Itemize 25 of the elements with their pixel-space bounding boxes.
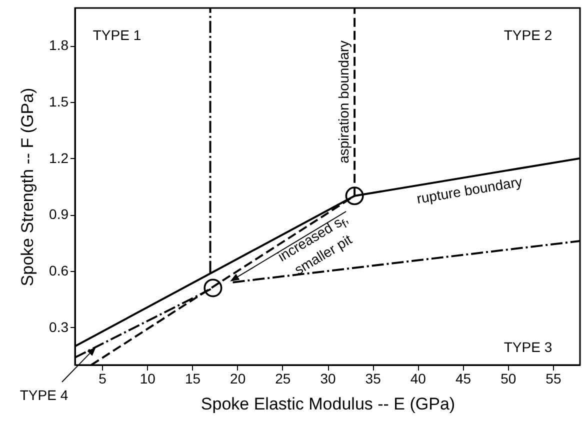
text: TYPE 4 [20,386,68,404]
y-tick-label: 1.2 [49,150,69,166]
x-tick-label: 30 [320,370,336,386]
annotation: TYPE 1 [92,26,142,44]
x-tick-label: 20 [230,370,246,386]
x-tick-label: 45 [455,370,472,386]
y-tick-label: 0.3 [49,318,69,335]
text: aspiration boundary [336,40,352,164]
x-tick-label: 35 [365,370,382,386]
y-axis-title: Spoke Strength -- F (GPa) [18,88,38,286]
x-tick-label: 55 [546,370,562,386]
annotation: TYPE 2 [504,26,552,44]
annotation: TYPE 3 [504,338,552,356]
x-tick-label: 50 [500,370,516,386]
x-tick-label: 10 [140,370,156,386]
y-tick-label: 0.6 [49,262,69,279]
y-tick-label: 1.5 [49,93,69,110]
x-axis-title: Spoke Elastic Modulus -- E (GPa) [200,394,456,414]
x-tick-label: 15 [184,370,201,386]
y-tick-label: 0.9 [49,206,69,222]
y-tick-label: 1.8 [49,37,69,54]
x-tick-label: 40 [410,370,426,386]
x-tick-label: 5 [98,370,107,386]
x-tick-label: 25 [275,370,291,386]
text: rupture boundary [416,173,524,207]
